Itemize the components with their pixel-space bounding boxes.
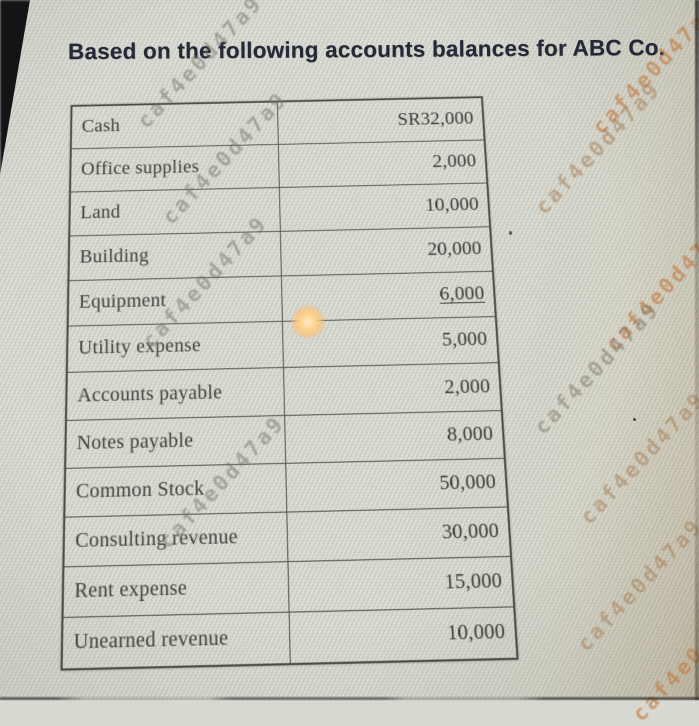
account-name-cell: Land (80, 202, 121, 224)
account-name-cell: Common Stock (75, 477, 205, 503)
account-name-cell: Utility expense (78, 335, 202, 360)
dark-edge-right (695, 0, 699, 700)
account-name-cell: Cash (81, 116, 121, 137)
amount-cell: 15,000 (287, 556, 514, 612)
amount-cell: 10,000 (278, 183, 490, 232)
page-title: Based on the following accounts balances… (67, 35, 666, 65)
account-name-cell: Notes payable (76, 429, 194, 454)
account-name-cell: Office supplies (80, 157, 200, 180)
dust-speck (633, 418, 636, 421)
amount-cell: 2,000 (277, 140, 487, 188)
account-name-cell: Equipment (78, 290, 167, 314)
account-name-cell: Unearned revenue (73, 627, 229, 654)
pointer-glow-dot (291, 305, 325, 339)
amount-cell: 2,000 (283, 363, 501, 415)
amount-cell: 20,000 (279, 227, 492, 276)
account-name-cell: Consulting revenue (75, 526, 239, 552)
table-row: Unearned revenue 10,000 (63, 607, 517, 668)
amount-cell: 8,000 (284, 410, 504, 463)
amount-cell: 10,000 (288, 607, 517, 663)
dark-edge-bottom (0, 697, 699, 700)
dust-speck (509, 231, 512, 235)
amount-cell: 30,000 (286, 507, 510, 561)
photo-background (0, 0, 699, 700)
account-name-cell: Building (79, 246, 149, 268)
accounts-table: Cash SR32,000 Office supplies 2,000 Land… (60, 96, 519, 671)
account-name-cell: Rent expense (74, 577, 188, 603)
amount-cell: SR32,000 (276, 98, 484, 145)
account-name-cell: Accounts payable (77, 381, 223, 407)
amount-cell: 50,000 (285, 458, 507, 512)
